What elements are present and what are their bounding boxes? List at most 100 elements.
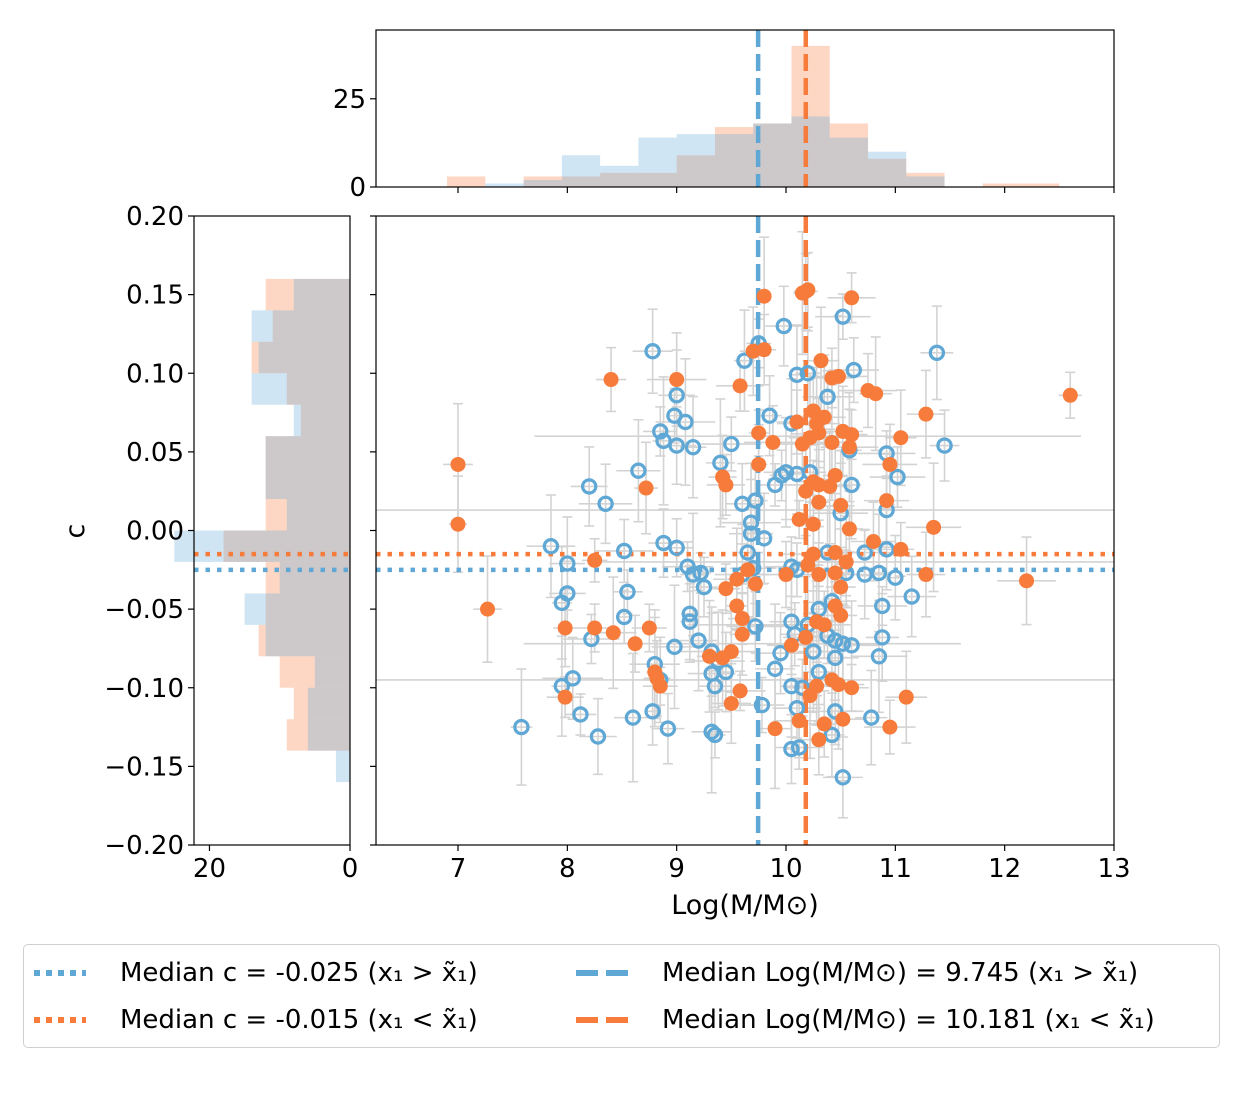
data-point-filled <box>450 456 466 472</box>
data-point-open <box>513 718 530 736</box>
legend-label: Median Log(M/M⊙) = 10.181 (x₁ < x̃₁) <box>662 1005 1155 1035</box>
data-point-open <box>783 740 800 758</box>
hist-bar-orange <box>258 624 350 657</box>
data-point-open <box>845 361 862 379</box>
data-point-open <box>615 542 633 560</box>
data-point-filled <box>669 372 685 388</box>
data-point-open <box>810 663 828 681</box>
data-point-open <box>684 566 702 583</box>
data-point-filled <box>751 425 767 441</box>
legend-item: Median Log(M/M⊙) = 9.745 (x₁ > x̃₁) <box>576 953 1138 993</box>
hist-bar-blue <box>293 278 350 311</box>
data-point-open <box>677 413 694 431</box>
data-point-open <box>666 638 683 656</box>
x-tick-label: 20 <box>193 854 226 884</box>
figure: 0 25 20 0 −0.20 −0.15 −0.10 −0.05 0.00 0.05 0.10 0… <box>60 29 1131 921</box>
data-point-filled <box>783 637 799 653</box>
data-point-open <box>843 637 860 654</box>
legend: Median c = -0.025 (x₁ > x̃₁) Median c = … <box>23 944 1220 1048</box>
y-tick-label: 0.05 <box>126 438 184 468</box>
y-tick-label: 0.00 <box>126 517 184 547</box>
data-point-filled <box>701 648 717 664</box>
data-point-filled <box>824 434 840 450</box>
hist-bar-blue <box>714 134 754 187</box>
data-point-open <box>936 437 953 454</box>
data-point-open <box>827 649 844 667</box>
data-point-open <box>692 564 709 582</box>
data-point-filled <box>557 620 573 636</box>
hist-bar-blue <box>868 151 907 187</box>
data-point-filled <box>778 567 794 583</box>
hist-bar-blue <box>279 561 350 594</box>
data-point-filled <box>844 290 860 306</box>
data-point-open <box>581 478 598 495</box>
data-point-open <box>747 492 764 509</box>
legend-line-orange-dashed <box>576 1017 628 1023</box>
hist-bar-orange <box>868 158 907 187</box>
top-hist-frame <box>375 29 1115 188</box>
data-point-open <box>589 728 607 745</box>
y-tick-label: −0.20 <box>104 831 184 861</box>
plot-area <box>376 216 1114 845</box>
x-tick-label: 13 <box>1097 854 1130 884</box>
data-point-filled <box>882 719 898 735</box>
data-point-open <box>668 539 685 556</box>
data-point-open <box>542 538 560 555</box>
data-point-open <box>564 670 582 687</box>
data-point-filled <box>732 378 748 394</box>
data-point-filled <box>868 386 884 402</box>
data-point-filled <box>827 565 843 581</box>
data-point-open <box>834 308 852 325</box>
hist-bar-blue <box>638 137 677 187</box>
data-point-filled <box>833 579 849 595</box>
data-point-filled <box>844 680 860 696</box>
hist-bar-orange <box>286 719 350 751</box>
x-tick-label: 7 <box>450 854 467 884</box>
legend-label: Median Log(M/M⊙) = 9.745 (x₁ > x̃₁) <box>662 958 1139 988</box>
data-point-open <box>572 706 589 723</box>
data-point-filled <box>587 552 603 568</box>
top-mass-histogram: 0 25 <box>333 29 1115 203</box>
data-point-filled <box>729 598 745 614</box>
hist-bar-blue <box>293 404 350 437</box>
data-point-filled <box>811 494 827 510</box>
data-point-open <box>799 365 817 382</box>
data-point-filled <box>605 625 621 641</box>
hist-bar-blue <box>906 176 945 187</box>
data-point-open <box>856 544 873 561</box>
hist-bar-orange <box>223 530 350 562</box>
data-point-open <box>834 769 852 786</box>
data-point-filled <box>800 282 816 298</box>
data-point-filled <box>1062 387 1078 403</box>
data-point-open <box>706 726 724 744</box>
data-point-open <box>889 468 906 486</box>
data-point-open <box>706 677 724 695</box>
data-point-open <box>652 423 669 440</box>
y-tick-label: −0.10 <box>104 674 184 704</box>
data-point-filled <box>756 288 772 304</box>
hist-bar-orange <box>265 499 350 531</box>
hist-bar-blue <box>265 624 350 657</box>
data-point-open <box>739 544 756 561</box>
data-point-filled <box>918 406 934 422</box>
data-point-filled <box>811 567 827 583</box>
data-point-filled <box>827 545 843 561</box>
x-tick-label: 9 <box>668 854 685 884</box>
data-point-filled <box>718 477 734 493</box>
data-point-filled <box>789 414 805 430</box>
hist-bar-orange <box>265 561 350 594</box>
data-point-filled <box>841 439 857 455</box>
data-point-filled <box>603 372 619 388</box>
hist-bar-orange <box>676 155 715 187</box>
error-bars <box>376 230 1114 819</box>
hist-bar-blue <box>676 134 715 187</box>
x-tick-label: 12 <box>988 854 1021 884</box>
data-point-open <box>843 476 860 494</box>
data-point-filled <box>833 607 849 623</box>
data-point-open <box>644 703 661 720</box>
data-point-open <box>712 454 729 472</box>
data-point-open <box>870 648 888 665</box>
data-point-filled <box>893 430 909 446</box>
hist-bar-blue <box>523 179 562 187</box>
y-tick-label: 25 <box>333 85 366 115</box>
